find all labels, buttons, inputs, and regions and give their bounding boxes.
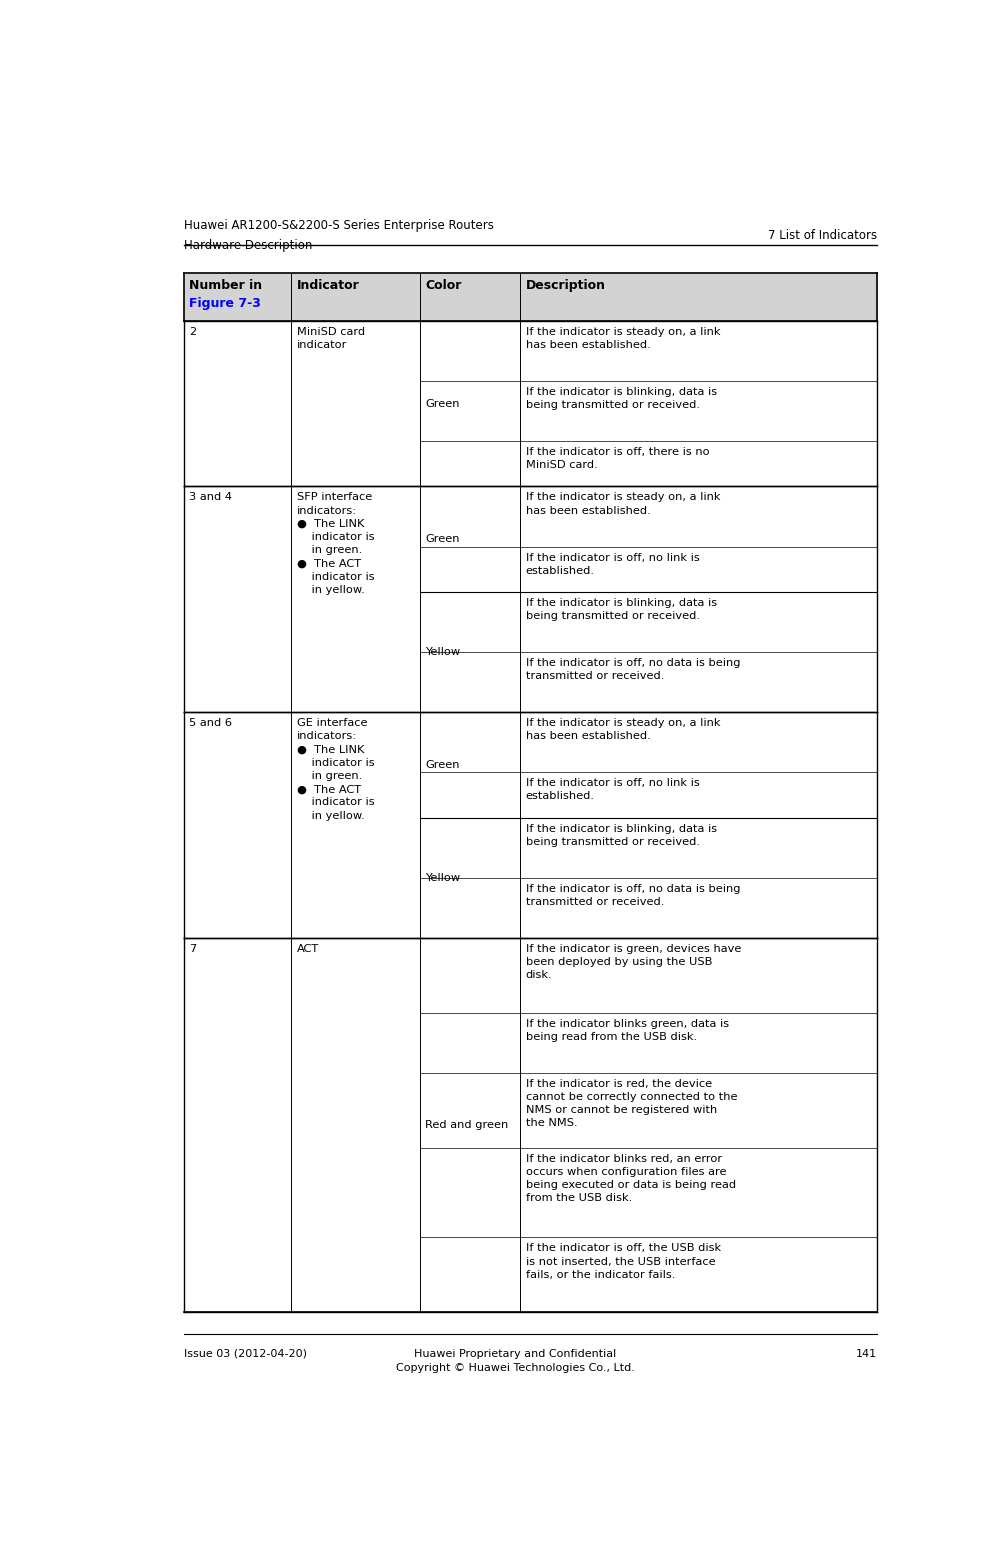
Text: If the indicator is off, the USB disk
is not inserted, the USB interface
fails, : If the indicator is off, the USB disk is… (526, 1243, 721, 1280)
Text: Red and green: Red and green (425, 1120, 509, 1130)
Text: If the indicator blinks red, an error
occurs when configuration files are
being : If the indicator blinks red, an error oc… (526, 1153, 736, 1203)
Text: 7: 7 (190, 943, 197, 954)
Text: Hardware Description: Hardware Description (184, 238, 313, 252)
Bar (184, 321, 877, 486)
Text: Issue 03 (2012-04-20): Issue 03 (2012-04-20) (184, 1349, 308, 1359)
Text: Number in: Number in (190, 279, 262, 291)
Bar (184, 939, 877, 1312)
Text: If the indicator is blinking, data is
being transmitted or received.: If the indicator is blinking, data is be… (526, 387, 717, 411)
Text: 2: 2 (190, 328, 197, 337)
Text: If the indicator is red, the device
cannot be correctly connected to the
NMS or : If the indicator is red, the device cann… (526, 1080, 738, 1128)
Text: Description: Description (526, 279, 606, 291)
Text: Green: Green (425, 760, 459, 769)
Text: If the indicator is blinking, data is
being transmitted or received.: If the indicator is blinking, data is be… (526, 824, 717, 846)
Text: Yellow: Yellow (425, 647, 460, 657)
Text: ACT: ACT (296, 943, 320, 954)
Text: Color: Color (425, 279, 461, 291)
Text: Green: Green (425, 398, 459, 409)
Bar (184, 486, 877, 711)
Text: If the indicator is green, devices have
been deployed by using the USB
disk.: If the indicator is green, devices have … (526, 943, 741, 981)
Text: Green: Green (425, 534, 459, 544)
Text: If the indicator is off, no data is being
transmitted or received.: If the indicator is off, no data is bein… (526, 658, 741, 682)
Text: If the indicator is steady on, a link
has been established.: If the indicator is steady on, a link ha… (526, 328, 721, 349)
Text: 141: 141 (856, 1349, 877, 1359)
Bar (184, 273, 877, 321)
Text: 3 and 4: 3 and 4 (190, 492, 232, 503)
Text: If the indicator is off, no link is
established.: If the indicator is off, no link is esta… (526, 553, 699, 575)
Text: Figure 7-3: Figure 7-3 (190, 296, 261, 310)
Text: MiniSD card
indicator: MiniSD card indicator (296, 328, 365, 349)
Text: If the indicator is steady on, a link
has been established.: If the indicator is steady on, a link ha… (526, 718, 721, 741)
Text: If the indicator is blinking, data is
being transmitted or received.: If the indicator is blinking, data is be… (526, 599, 717, 621)
Bar (184, 711, 877, 939)
Text: Yellow: Yellow (425, 873, 460, 882)
Text: Huawei Proprietary and Confidential
Copyright © Huawei Technologies Co., Ltd.: Huawei Proprietary and Confidential Copy… (396, 1349, 634, 1373)
Text: If the indicator blinks green, data is
being read from the USB disk.: If the indicator blinks green, data is b… (526, 1019, 729, 1042)
Text: Indicator: Indicator (296, 279, 360, 291)
Text: If the indicator is off, no link is
established.: If the indicator is off, no link is esta… (526, 779, 699, 801)
Text: Huawei AR1200-S&2200-S Series Enterprise Routers: Huawei AR1200-S&2200-S Series Enterprise… (184, 219, 493, 232)
Text: 7 List of Indicators: 7 List of Indicators (768, 229, 877, 241)
Text: If the indicator is off, there is no
MiniSD card.: If the indicator is off, there is no Min… (526, 447, 710, 470)
Text: If the indicator is off, no data is being
transmitted or received.: If the indicator is off, no data is bein… (526, 884, 741, 907)
Text: SFP interface
indicators:
●  The LINK
    indicator is
    in green.
●  The ACT
: SFP interface indicators: ● The LINK ind… (296, 492, 375, 595)
Text: GE interface
indicators:
●  The LINK
    indicator is
    in green.
●  The ACT
 : GE interface indicators: ● The LINK indi… (296, 718, 375, 821)
Text: If the indicator is steady on, a link
has been established.: If the indicator is steady on, a link ha… (526, 492, 721, 516)
Text: 5 and 6: 5 and 6 (190, 718, 232, 729)
